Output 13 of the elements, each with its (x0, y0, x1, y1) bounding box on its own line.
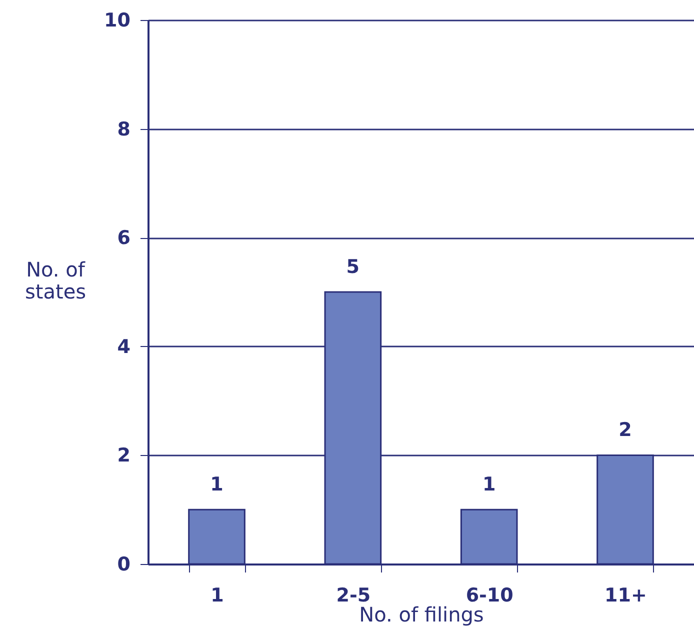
y-tick-label: 2 (117, 444, 130, 467)
y-axis-title: No. of states (24, 258, 86, 304)
y-tick-label: 6 (117, 227, 130, 250)
x-tick-label: 11+ (604, 584, 647, 606)
y-tick-label: 10 (104, 10, 130, 32)
data-label: 1 (210, 474, 224, 496)
y-tick-label: 8 (117, 118, 130, 140)
x-tick-label: 1 (210, 584, 224, 606)
y-tick-label: 4 (117, 336, 130, 358)
data-label: 2 (618, 419, 632, 442)
data-label: 1 (482, 474, 496, 496)
data-label: 5 (346, 256, 360, 278)
y-tick-label: 0 (117, 554, 130, 576)
